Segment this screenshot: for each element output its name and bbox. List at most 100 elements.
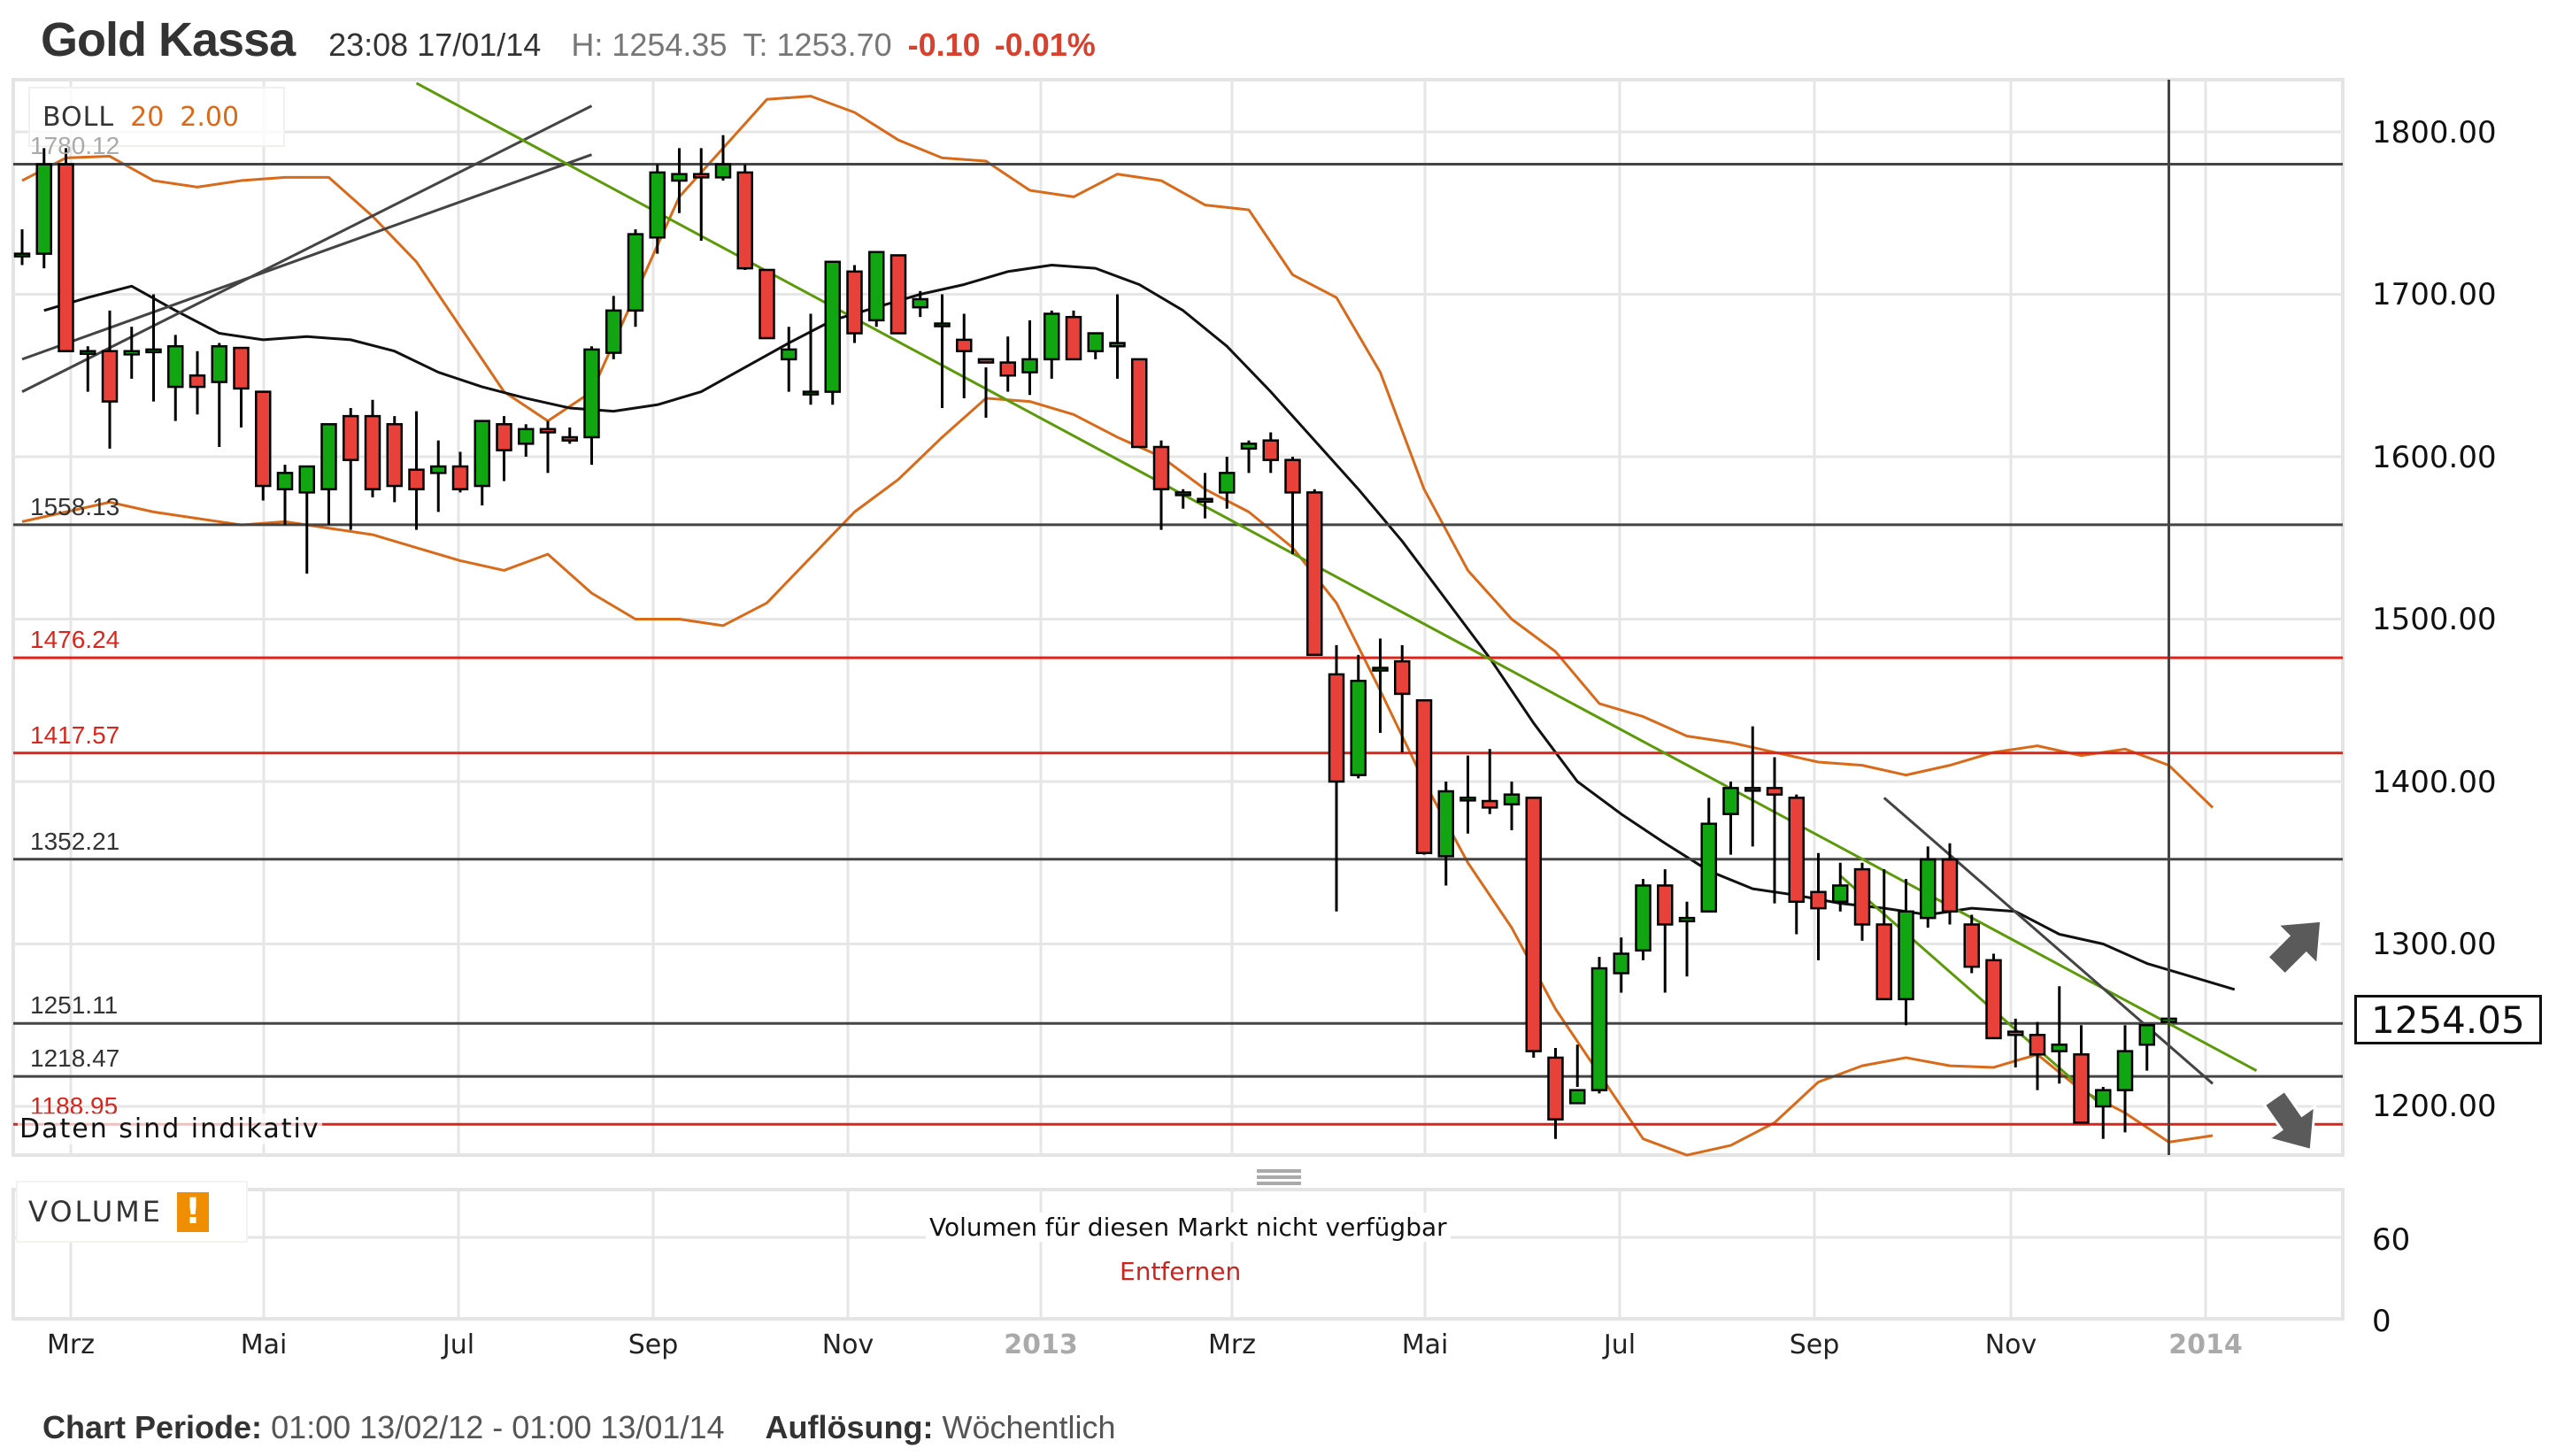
candle-body [1065,315,1082,361]
candle-body [1437,790,1454,858]
candle-body [1810,890,1827,910]
instrument-title: Gold Kassa [41,13,296,66]
y-tick-label: 1600.00 [2372,440,2497,475]
candle-body [123,350,140,356]
quote-high: H: 1254.35 [571,27,728,63]
candle-body [496,423,512,451]
x-tick-label: Nov [821,1329,874,1360]
candle-body [1985,959,2002,1040]
y-tick-label: 1200.00 [2372,1089,2497,1124]
candle-body [255,390,272,488]
candle-body [1284,458,1301,494]
candle-body [824,260,841,393]
candle-body [605,309,622,354]
candle-body [1021,358,1038,374]
candle-body [868,250,885,322]
level-label: 1558.13 [30,492,120,520]
candle-body [2073,1053,2090,1124]
bollinger-upper-band [21,95,2214,809]
candle-body [1547,1056,1564,1121]
trendline[interactable] [21,153,593,361]
candle-body [1657,884,1674,926]
candle-body [1941,858,1959,913]
candle-body [934,322,951,327]
candle-body [518,428,535,445]
candle-body [386,423,403,488]
candle-body [1635,884,1652,952]
candle-body [693,173,710,179]
indicator-legend-bollinger[interactable]: BOLL 20 2.00 [28,87,285,147]
quote-timestamp: 23:08 17/01/14 [328,27,542,63]
candle-body [1482,799,1498,809]
remove-volume-link[interactable]: Entfernen [1120,1257,1242,1286]
current-price-marker: 1254.05 [2354,995,2542,1044]
candle-body [233,346,250,390]
candle-body [80,350,96,355]
candle-body [1415,699,1433,854]
candle-body [167,344,184,389]
level-label: 1218.47 [30,1044,120,1073]
candle-body [539,428,557,434]
candle-body [714,163,732,179]
candle-body [343,414,359,461]
x-tick-label: Mai [1401,1329,1449,1360]
candle-body [13,252,31,258]
period-value: 01:00 13/02/12 - 01:00 13/01/14 [271,1409,725,1445]
arrow-shape [2262,1089,2317,1152]
candle-body [189,374,206,389]
candle-body [1898,910,1914,1001]
level-label: 1352.21 [30,827,120,855]
resolution-value: Wöchentlich [942,1409,1116,1445]
candle-body [2116,1050,2134,1091]
candle-body [408,468,425,490]
candle-body [2051,1044,2068,1052]
candle-body [1503,793,1521,805]
warning-icon[interactable]: ! [177,1191,209,1232]
candle-body [671,173,688,182]
period-label: Chart Periode: [42,1409,263,1445]
y-tick-label: 1800.00 [2372,115,2497,150]
x-tick-label: Sep [1789,1329,1840,1360]
candle-body [956,338,973,352]
candle-body [627,233,644,312]
candle-body [364,414,381,490]
candle-body [649,171,666,239]
panel-resize-handle[interactable] [1257,1169,1301,1185]
y-tick-label: 1700.00 [2372,277,2497,312]
candle-body [759,268,775,340]
candle-body [1525,797,1542,1052]
scroll-down-arrow-icon[interactable] [2252,1082,2335,1167]
level-label: 1780.12 [30,132,120,160]
volume-plot-area [12,1188,2345,1321]
candle-body [1678,916,1696,923]
x-tick-label: Mrz [47,1329,95,1360]
candle-body [58,163,74,352]
trendline[interactable] [1883,797,2214,1085]
indicator-name: BOLL [42,101,115,133]
candle-body [2007,1030,2024,1036]
candle-body [1087,332,1104,352]
candle-body [1372,666,1389,672]
candle-body [1043,312,1060,361]
y-tick-label: 1400.00 [2372,765,2497,800]
candle-body [35,163,52,255]
indicator-stddev: 2.00 [180,101,240,133]
candle-body [1569,1089,1586,1105]
scroll-up-arrow-icon[interactable] [2256,901,2341,986]
level-label: 1417.57 [30,720,120,749]
candle-body [145,348,162,354]
trendline[interactable] [21,104,593,393]
candle-body [889,254,907,335]
candle-body [1174,491,1191,497]
quote-change-percent: -0.01% [994,27,1096,63]
y-tick-label: 1500.00 [2372,602,2497,637]
volume-indicator-name: VOLUME [28,1195,163,1229]
candle-body [1109,342,1126,348]
indicator-legend-volume[interactable]: VOLUME ! [16,1181,248,1243]
candle-body [1700,822,1717,913]
candle-body [2029,1034,2046,1056]
candle-body [1350,679,1367,776]
candle-body [474,420,490,488]
candle-body [977,358,995,364]
